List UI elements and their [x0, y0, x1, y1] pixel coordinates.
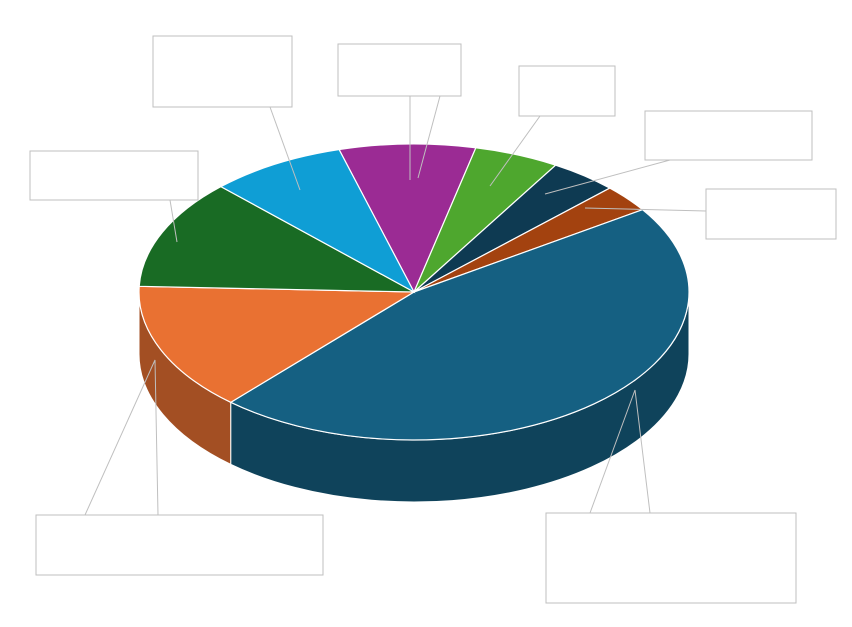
- slice: [338, 143, 477, 294]
- label-box: [29, 150, 199, 201]
- leader-line: [589, 389, 651, 514]
- leader-line: [269, 106, 301, 191]
- label-box: [337, 43, 462, 97]
- leader-line: [584, 207, 707, 212]
- callouts: [29, 35, 837, 604]
- pie: [138, 143, 690, 503]
- leader-line: [489, 115, 541, 187]
- label-box: [705, 188, 837, 240]
- slice: [138, 285, 417, 404]
- label-box: [152, 35, 293, 108]
- leader-line: [409, 95, 441, 180]
- slice: [219, 148, 416, 294]
- leader-line: [544, 159, 671, 195]
- label-box: [545, 512, 797, 604]
- label-box: [35, 514, 324, 576]
- leader-line: [84, 359, 159, 516]
- slice: [138, 185, 415, 293]
- label-box: [644, 110, 813, 161]
- slice: [229, 208, 690, 441]
- label-box: [518, 65, 616, 117]
